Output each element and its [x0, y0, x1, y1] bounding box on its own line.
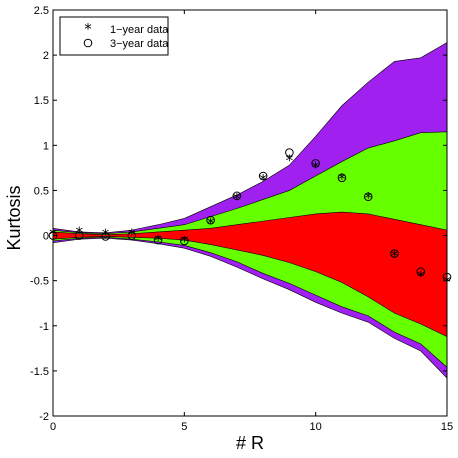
x-tick-label: 10: [310, 421, 322, 433]
y-tick-label: 0: [43, 231, 49, 243]
x-axis-label: # R: [236, 433, 264, 453]
y-axis-label: Kurtosis: [4, 185, 24, 250]
marker-1-year: *: [76, 223, 84, 241]
marker-3-year: [180, 236, 189, 246]
y-tick-label: 2: [43, 50, 49, 62]
marker-3-year: [74, 231, 84, 240]
x-tick-label: 0: [50, 421, 56, 433]
y-tick-label: -1.5: [30, 366, 49, 378]
x-tick-label: 15: [441, 421, 453, 433]
confidence-bands: [52, 41, 448, 379]
marker-3-year: [390, 249, 399, 258]
marker-1-year: *: [128, 225, 136, 243]
marker-3-year: [416, 267, 426, 276]
legend-label-1-year: 1−year data: [110, 24, 169, 36]
marker-1-year: *: [181, 232, 189, 250]
marker-1-year: *: [338, 170, 346, 188]
marker-3-year: [153, 235, 163, 245]
marker-3-year: [285, 148, 294, 157]
legend-marker-circle: [83, 38, 93, 48]
marker-1-year: *: [417, 268, 425, 286]
tick-labels: 0 5 10 15 2.5 2 1.5 1 0.5 0 -0.5 -1 -1.5 -2: [30, 5, 453, 433]
marker-1-year: *: [364, 189, 372, 207]
marker-1-year: *: [233, 190, 241, 208]
marker-3-year: [206, 215, 215, 225]
marker-3-year: [311, 159, 320, 168]
y-tick-label: 2.5: [34, 5, 49, 17]
legend-marker-asterisk: *: [84, 20, 92, 38]
plot-frame: [52, 9, 448, 417]
marker-3-year: [337, 173, 347, 183]
legend-label-3-year: 3−year data: [110, 38, 169, 50]
y-tick-label: -2: [39, 411, 49, 423]
y-tick-label: 1: [43, 140, 49, 152]
marker-3-year: [258, 171, 268, 181]
marker-1-year: *: [154, 232, 162, 250]
marker-3-year: [101, 232, 110, 241]
x-tick-label: 5: [181, 421, 187, 433]
marker-1-year: *: [102, 225, 110, 243]
marker-1-year: *: [286, 151, 294, 169]
legend-box: [59, 16, 169, 56]
marker-3-year: [232, 191, 242, 201]
marker-3-year: [127, 231, 137, 240]
axis-ticks: [52, 9, 448, 417]
legend: * 1−year data 3−year data: [59, 16, 169, 56]
y-tick-label: 1.5: [34, 95, 49, 107]
marker-3-year: [363, 192, 373, 202]
marker-1-year: *: [207, 214, 215, 232]
y-tick-label: -0.5: [30, 276, 49, 288]
y-tick-label: 0.5: [34, 185, 49, 197]
marker-1-year: *: [391, 247, 399, 265]
y-tick-label: -1: [39, 321, 49, 333]
